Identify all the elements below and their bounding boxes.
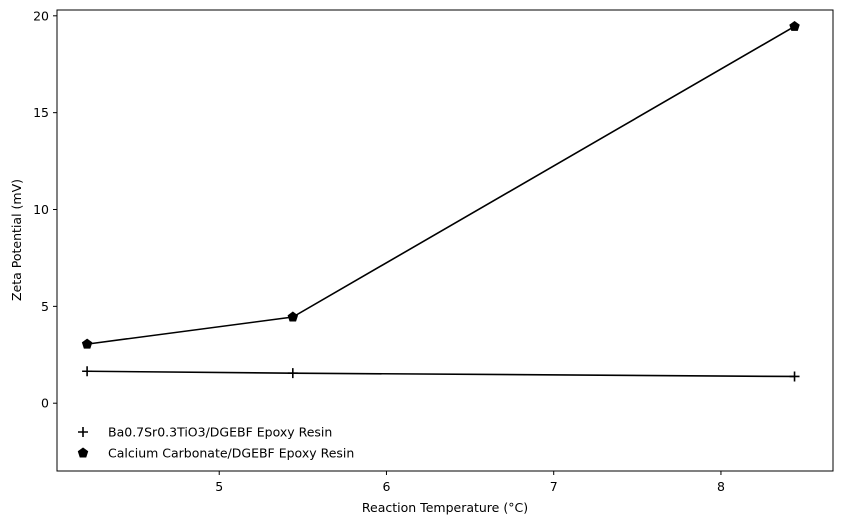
y-tick-label: 15 xyxy=(33,105,49,120)
plot-area xyxy=(56,9,834,472)
x-tick-label: 6 xyxy=(382,479,390,494)
data-point-series-1 xyxy=(287,368,298,379)
data-point-series-2 xyxy=(789,20,800,31)
x-tick-label: 5 xyxy=(215,479,223,494)
y-tick-label: 10 xyxy=(33,202,49,217)
data-point-series-2 xyxy=(287,311,299,322)
y-tick-label: 0 xyxy=(41,396,49,411)
x-axis-label: Reaction Temperature (°C) xyxy=(362,500,528,515)
y-axis-label: Zeta Potential (mV) xyxy=(9,179,24,301)
legend-marker-2 xyxy=(77,447,89,458)
data-point-series-1 xyxy=(82,366,93,377)
data-point-series-2 xyxy=(81,338,93,349)
legend-marker-1 xyxy=(78,427,88,437)
x-tick-label: 8 xyxy=(717,479,725,494)
y-tick-label: 5 xyxy=(41,299,49,314)
x-axis-ticks: 5 6 7 8 xyxy=(215,471,725,494)
data-point-series-1 xyxy=(789,371,800,382)
y-axis-ticks: 0 5 10 15 20 xyxy=(33,8,57,411)
y-tick-label: 20 xyxy=(33,8,49,23)
series-layer xyxy=(81,20,800,382)
legend-label-2: Calcium Carbonate/DGEBF Epoxy Resin xyxy=(108,446,354,461)
x-tick-label: 7 xyxy=(550,479,558,494)
legend: Ba0.7Sr0.3TiO3/DGEBF Epoxy Resin Calcium … xyxy=(77,425,354,461)
legend-label-1: Ba0.7Sr0.3TiO3/DGEBF Epoxy Resin xyxy=(108,425,332,440)
